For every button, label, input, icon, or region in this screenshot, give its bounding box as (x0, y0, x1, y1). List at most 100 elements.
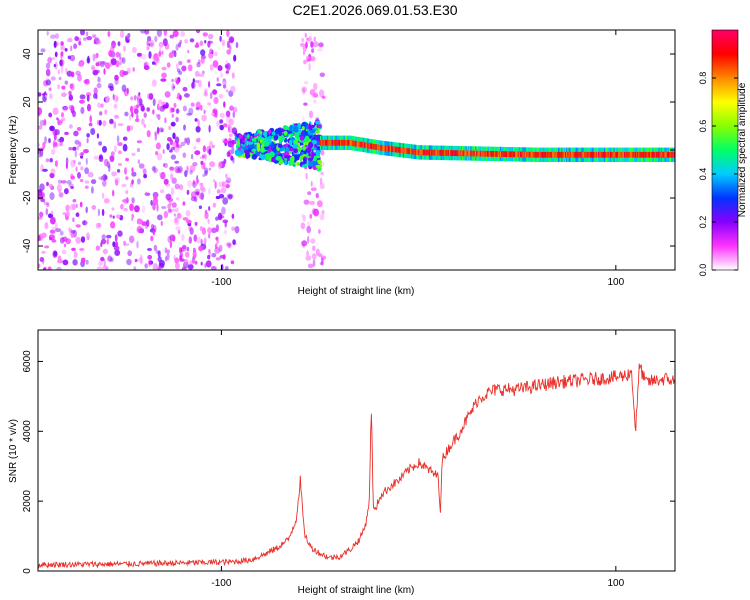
spectrogram-cell (130, 105, 134, 114)
spectrogram-cell (70, 71, 75, 78)
spectrogram-cell (510, 151, 512, 158)
spectrogram-cell (161, 66, 167, 71)
spectrogram-cell (662, 151, 664, 158)
spectrogram-cell (541, 151, 543, 158)
spectrogram-cell (594, 151, 596, 158)
spectrogram-cell (348, 139, 350, 146)
spectrogram-cell (470, 150, 472, 157)
spectrogram-cell (198, 205, 202, 209)
spectrogram-cell (164, 247, 168, 254)
spectrogram-cell (62, 259, 69, 266)
spectrogram-cell (54, 142, 58, 148)
spectrogram-cell (495, 151, 497, 157)
spectrogram-cell (113, 103, 118, 109)
spectrogram-cell (133, 95, 137, 101)
snr-ytick-label: 4000 (22, 420, 33, 443)
spectrogram-cell (216, 189, 221, 194)
spectrogram-cell (598, 151, 600, 158)
spectrogram-cell (302, 87, 306, 95)
spectrogram-cell (488, 150, 490, 157)
spectrogram-cell (582, 151, 585, 158)
spectrogram-cell (173, 213, 176, 217)
spectrogram-cell (313, 208, 320, 217)
spectrogram-cell (94, 54, 98, 59)
spectrogram-cell (325, 139, 328, 146)
spectrogram-cell (310, 187, 317, 191)
spectrogram-cell (458, 150, 460, 157)
spectrogram-cell (573, 151, 575, 158)
spectrogram-cell (389, 146, 392, 152)
spectrogram-cell (161, 50, 164, 55)
spectrogram-cell (223, 83, 227, 89)
spectrogram-cell (465, 150, 468, 157)
spectrogram-cell (75, 224, 81, 228)
spectrogram-cell (299, 155, 303, 162)
spectrogram-cell (80, 106, 85, 115)
spectrogram-cell (69, 54, 76, 62)
spectrogram-cell (362, 142, 365, 148)
spectrogram-cell (360, 141, 362, 148)
spectrogram-cell (174, 136, 180, 144)
spectrogram-cell (204, 209, 208, 214)
spectrogram-cell (624, 151, 626, 158)
spectrogram-cell (626, 151, 628, 158)
spectrogram-cell (566, 151, 568, 158)
spectrogram-cell (472, 150, 475, 157)
spectrogram-cell (369, 143, 372, 149)
spectrogram-cell (463, 150, 465, 157)
spectrogram-cell (388, 145, 391, 152)
spectrogram-cell (84, 185, 89, 189)
spectrogram-cell (415, 149, 418, 155)
spectrogram-cell (78, 141, 82, 147)
spectrogram-cell (426, 149, 428, 156)
spectrogram-cell (312, 259, 316, 267)
spectrogram-cell (117, 169, 121, 173)
spectrogram-cell (311, 48, 315, 53)
spectrogram-cell (515, 151, 517, 158)
spectrogram-cell (307, 191, 312, 196)
spectrogram-cell (284, 160, 287, 165)
spectrogram-cell (333, 139, 335, 146)
spectrogram-cell (299, 135, 305, 141)
spectrogram-cell (667, 151, 670, 158)
spectrogram-cell (211, 112, 215, 117)
spectrogram-cell (193, 234, 198, 242)
spectrogram-cell (181, 233, 185, 242)
spectrogram-cell (169, 166, 175, 171)
spectrogram-cell (111, 40, 116, 49)
spectrogram-cell (543, 151, 546, 158)
spectrogram-cell (212, 202, 217, 208)
spectrogram-cell (219, 35, 222, 42)
spectrogram-cell (143, 123, 146, 128)
spectrogram-cell (210, 266, 217, 270)
spectrogram-cell (192, 181, 197, 188)
spectrogram-cell (229, 118, 234, 126)
spectrogram-cell (469, 150, 471, 157)
spectrogram-cell (196, 30, 201, 34)
spectrogram-cell (186, 219, 192, 224)
spectrogram-cell (102, 248, 108, 255)
spectrogram-cell (141, 205, 146, 214)
spectrogram-cell (80, 155, 84, 159)
spectrogram-cell (117, 163, 123, 166)
spectrogram-cell (551, 151, 554, 158)
spectrogram-cell (225, 173, 228, 179)
spectrogram-cell (66, 180, 72, 185)
spectrogram-cell (251, 138, 257, 142)
spectrogram-cell (572, 151, 574, 158)
colorbar-label: Normalized spectral amplitude (737, 82, 748, 217)
spectrogram-cell (86, 36, 93, 41)
spectrogram-cell (365, 142, 367, 149)
spectrogram-cell (157, 103, 160, 111)
spectrogram-cell (71, 230, 76, 234)
spectrogram-cell (117, 230, 123, 237)
spectrogram-cell (268, 137, 272, 144)
spectrogram-cell (419, 149, 421, 156)
spectrogram-cell (162, 38, 168, 47)
spectrogram-cell (51, 226, 56, 231)
spectrogram-cell (50, 34, 56, 39)
spectrogram-cell (244, 149, 249, 154)
spectrogram-cell (322, 139, 324, 146)
spectrogram-cell (146, 130, 151, 138)
spectrogram-cell (130, 96, 134, 101)
